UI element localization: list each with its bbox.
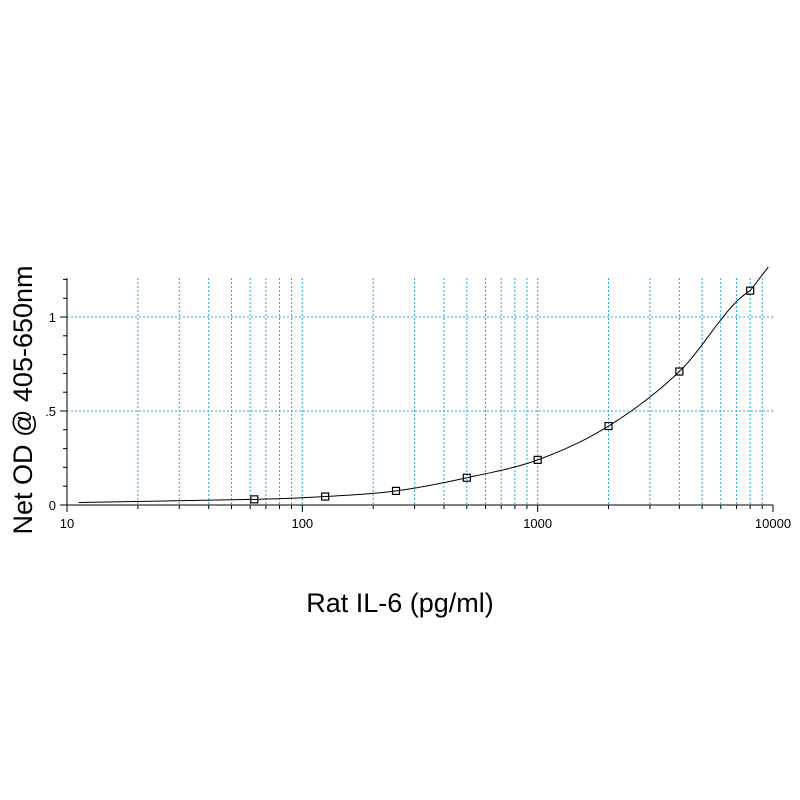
y-tick-label: 1 (49, 310, 56, 325)
data-point-marker (391, 486, 401, 495)
x-tick-label: 1000 (523, 516, 552, 531)
data-point-marker (533, 455, 542, 464)
y-tick-label: .5 (45, 404, 56, 419)
y-axis-title: Net OD @ 405-650nm (8, 265, 38, 534)
grid-lines (67, 278, 773, 505)
data-point-marker (675, 367, 684, 376)
x-tick-label: 100 (291, 516, 313, 531)
x-tick-label: 10000 (755, 516, 791, 531)
data-point-marker (604, 421, 613, 431)
data-point-marker (462, 473, 471, 482)
data-point-marker (321, 492, 330, 501)
data-markers (250, 286, 755, 504)
x-tick-label: 10 (60, 516, 74, 531)
fit-curve (78, 266, 769, 503)
y-tick-label: 0 (49, 498, 56, 513)
fit-curve-line (78, 266, 769, 503)
data-point-marker (746, 286, 755, 295)
x-axis-title: Rat IL-6 (pg/ml) (306, 588, 494, 618)
data-point-marker (250, 495, 259, 504)
axes (66, 278, 773, 506)
ticks: 10 100 1000 10000 0 .5 1 (45, 278, 791, 531)
